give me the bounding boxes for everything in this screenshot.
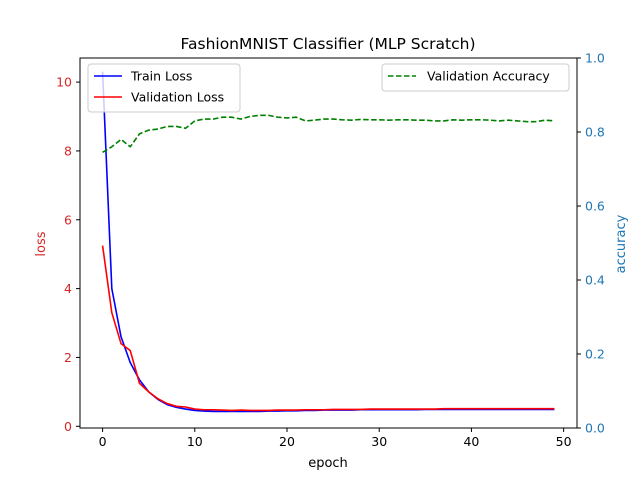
y-left-tick-label: 4	[64, 281, 72, 296]
y-left-tick-label: 0	[64, 419, 72, 434]
plot-frame	[79, 57, 578, 429]
y-right-tick-label: 0.8	[585, 125, 605, 140]
series-line-train-loss	[101, 71, 555, 413]
y-right-axis-label: accuracy	[614, 214, 629, 273]
legend-losses-box	[87, 63, 241, 113]
y-left-tick-label: 10	[56, 75, 72, 90]
legend-losses: Train Loss Validation Loss	[87, 63, 241, 113]
x-tick-label: 0	[99, 434, 107, 449]
series-line-validation-loss	[101, 245, 555, 412]
legend-accuracy-box	[381, 63, 570, 92]
y-left-tick-label: 8	[64, 143, 72, 158]
x-axis-label: epoch	[308, 456, 348, 471]
x-tick-label: 30	[371, 434, 387, 449]
series-line-validation-accuracy	[102, 114, 555, 154]
y-left-tick-label: 2	[64, 350, 72, 365]
legend-label-train-loss: Train Loss	[130, 69, 192, 84]
y-right-tick-label: 1.0	[585, 51, 605, 66]
y-left-axis-label: loss	[34, 231, 49, 256]
legend-accuracy: Validation Accuracy	[381, 63, 570, 92]
y-right-tick-label: 0.4	[585, 273, 605, 288]
y-left-tick-label: 6	[64, 212, 72, 227]
y-right-tick-label: 0.2	[585, 347, 605, 362]
legend-label-validation-accuracy: Validation Accuracy	[427, 69, 550, 84]
chart-title: FashionMNIST Classifier (MLP Scratch)	[181, 35, 476, 53]
x-tick-label: 40	[463, 434, 479, 449]
legend-label-validation-loss: Validation Loss	[131, 90, 224, 105]
axes-layer: 0 10 20 30 40 50 0 2 4 6 8 10 0.0 0.2 0.4 0.6 0.8 1.0	[56, 51, 605, 450]
series-layer	[101, 71, 555, 413]
x-tick-label: 20	[279, 434, 295, 449]
x-tick-label: 50	[556, 434, 572, 449]
y-right-tick-label: 0.0	[585, 421, 605, 436]
y-right-tick-label: 0.6	[585, 199, 605, 214]
x-tick-label: 10	[187, 434, 203, 449]
